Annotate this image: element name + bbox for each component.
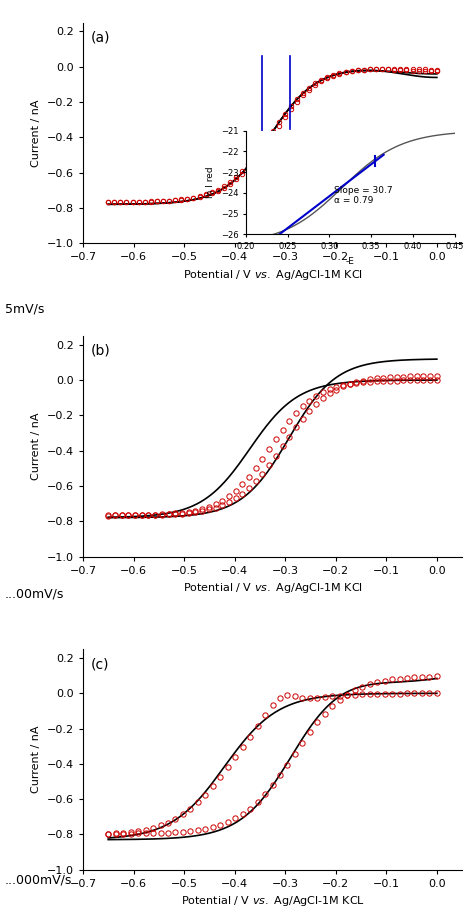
Text: (b): (b): [91, 344, 110, 358]
Y-axis label: Current / nA: Current / nA: [31, 99, 41, 167]
Text: (c): (c): [91, 657, 109, 671]
Text: 5mV/s: 5mV/s: [5, 303, 44, 315]
Text: (a): (a): [91, 31, 110, 44]
X-axis label: Potential / V $vs.$ Ag/AgCl-1M KCl: Potential / V $vs.$ Ag/AgCl-1M KCl: [182, 581, 363, 595]
Y-axis label: Current / nA: Current / nA: [31, 412, 41, 480]
Text: ...000mV/s: ...000mV/s: [5, 873, 72, 886]
X-axis label: Potential / V $vs.$ Ag/AgCl-1M KCl: Potential / V $vs.$ Ag/AgCl-1M KCl: [182, 268, 363, 282]
X-axis label: Potential / V $vs.$ Ag/AgCl-1M KCL: Potential / V $vs.$ Ag/AgCl-1M KCL: [181, 894, 365, 906]
Text: ...00mV/s: ...00mV/s: [5, 588, 64, 601]
Y-axis label: Current / nA: Current / nA: [31, 726, 41, 794]
